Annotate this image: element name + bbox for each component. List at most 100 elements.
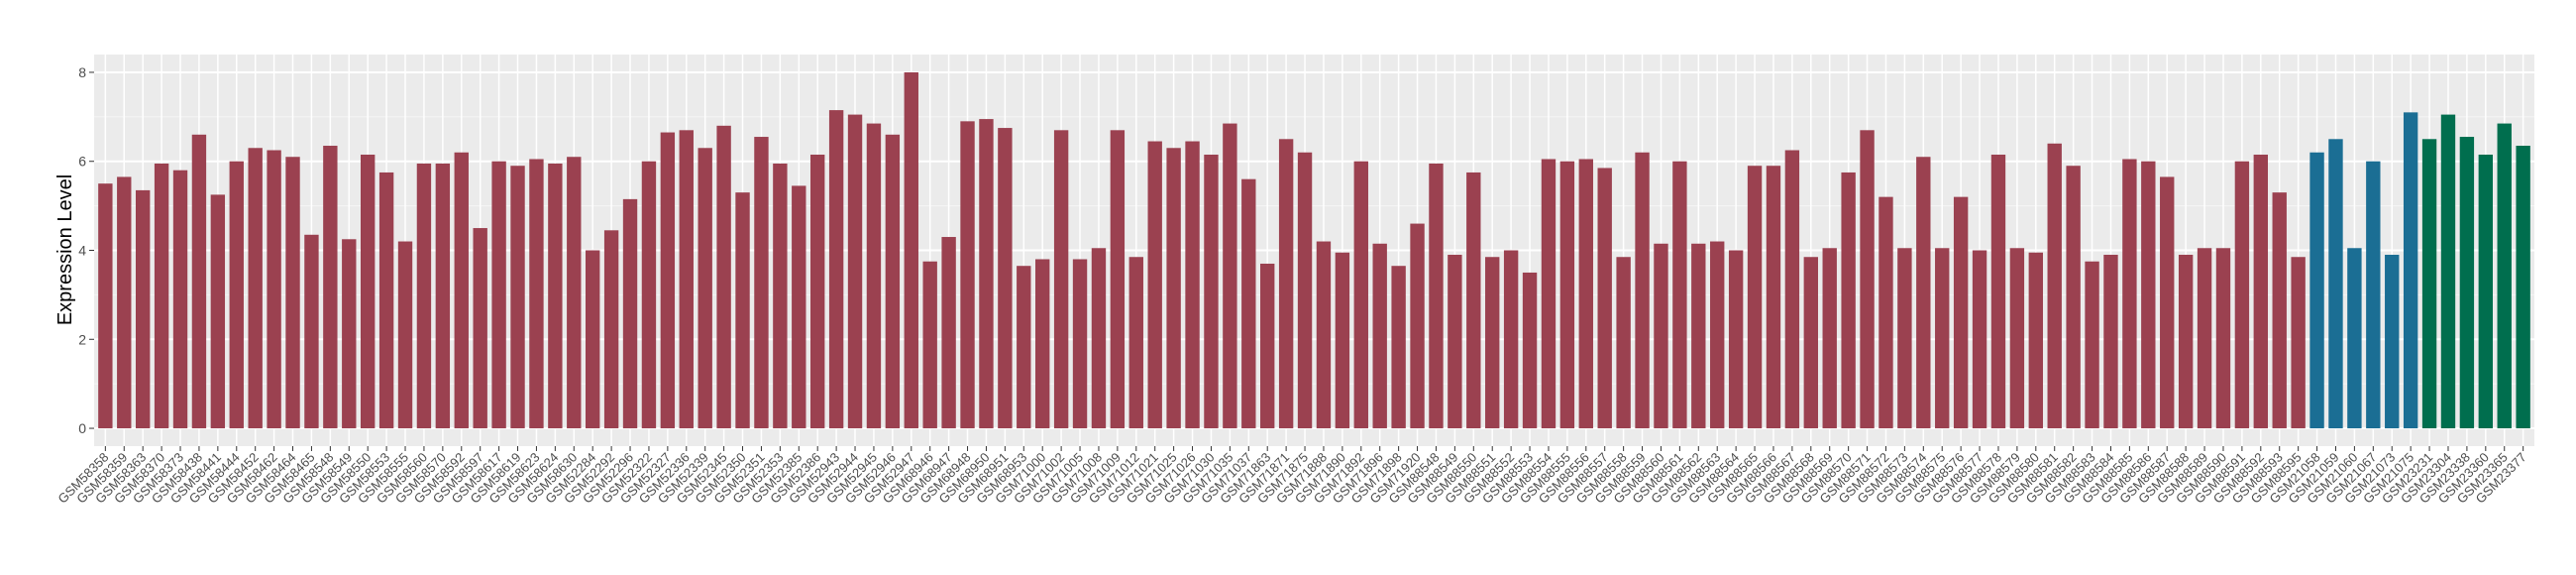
bar <box>2440 114 2456 429</box>
bar <box>754 137 769 429</box>
bar <box>397 241 413 429</box>
bar <box>2103 254 2118 429</box>
bar <box>1448 254 1462 429</box>
bar <box>1053 130 1069 429</box>
bar <box>1278 139 1294 429</box>
bar <box>2215 248 2231 429</box>
bar <box>1953 196 1969 429</box>
bar <box>773 163 788 429</box>
bar <box>1372 243 1387 429</box>
bar <box>1260 263 1275 429</box>
bar <box>698 148 712 429</box>
bar <box>2459 137 2475 429</box>
bar <box>2328 139 2343 429</box>
bar <box>2309 152 2324 429</box>
bar <box>323 146 338 429</box>
y-tick-label: 6 <box>78 154 86 170</box>
bar <box>1860 130 1875 429</box>
bar <box>210 194 226 429</box>
bar <box>1091 248 1107 429</box>
bar <box>810 154 825 429</box>
bar <box>1410 223 1425 429</box>
bar <box>828 110 844 429</box>
bar <box>998 128 1013 429</box>
y-tick-label: 2 <box>78 331 86 347</box>
bar <box>342 239 357 429</box>
bar <box>267 150 281 429</box>
bar <box>1935 248 1950 429</box>
y-axis-label: Expression Level <box>54 174 76 325</box>
bar <box>191 134 207 429</box>
bar <box>2085 261 2099 429</box>
bar <box>960 121 975 429</box>
bar <box>1578 159 1593 429</box>
bar <box>1466 172 1481 429</box>
bar <box>454 152 469 429</box>
bar <box>1635 152 1650 429</box>
bar <box>2028 252 2043 429</box>
bar <box>548 163 563 429</box>
bar <box>1990 154 2006 429</box>
bar <box>660 132 676 429</box>
y-tick-label: 4 <box>78 243 86 259</box>
bar <box>586 250 600 429</box>
bar <box>2141 161 2156 429</box>
bar <box>135 189 151 429</box>
bar <box>248 148 263 429</box>
bar <box>641 161 657 429</box>
bar <box>2234 161 2250 429</box>
bar <box>2291 257 2306 429</box>
bar <box>922 261 937 429</box>
bar <box>378 172 394 429</box>
y-tick-label: 8 <box>78 64 86 80</box>
bar <box>1072 259 1088 429</box>
bar <box>98 183 113 429</box>
bar <box>172 170 188 429</box>
bar <box>2421 139 2437 429</box>
bar <box>529 159 544 429</box>
bar <box>2347 248 2362 429</box>
bar <box>1241 178 1256 429</box>
bar <box>2253 154 2268 429</box>
bar <box>622 198 638 429</box>
bar <box>2403 112 2418 429</box>
bar <box>1391 266 1406 429</box>
bar <box>1335 252 1350 429</box>
bar <box>1185 141 1200 429</box>
bar <box>1559 161 1575 429</box>
bar <box>2366 161 2381 429</box>
bar <box>1728 250 1744 429</box>
bar <box>1822 248 1837 429</box>
bar <box>491 161 506 429</box>
bar <box>716 125 731 429</box>
bar <box>510 166 525 429</box>
bar <box>154 163 169 429</box>
bar <box>2272 192 2287 429</box>
bar <box>1784 150 1800 429</box>
bar <box>885 134 901 429</box>
bar <box>979 119 994 429</box>
bar <box>866 123 882 429</box>
bar <box>1972 250 1987 429</box>
bar <box>2197 248 2212 429</box>
bar <box>1223 123 1237 429</box>
bar <box>1035 259 1050 429</box>
bar <box>2160 176 2175 429</box>
bar <box>1541 159 1556 429</box>
bar <box>1766 166 1781 429</box>
bar <box>1878 196 1893 429</box>
bar <box>229 161 244 429</box>
bar <box>1503 250 1519 429</box>
bar <box>1916 157 1931 429</box>
bar <box>1429 163 1444 429</box>
bar <box>1522 272 1538 429</box>
bar <box>847 114 863 429</box>
bar <box>1128 257 1143 429</box>
y-tick-label: 0 <box>78 420 86 436</box>
bar <box>2497 123 2512 429</box>
bar <box>1654 243 1668 429</box>
bar <box>304 234 319 429</box>
bar <box>285 157 300 429</box>
bar <box>117 176 132 429</box>
